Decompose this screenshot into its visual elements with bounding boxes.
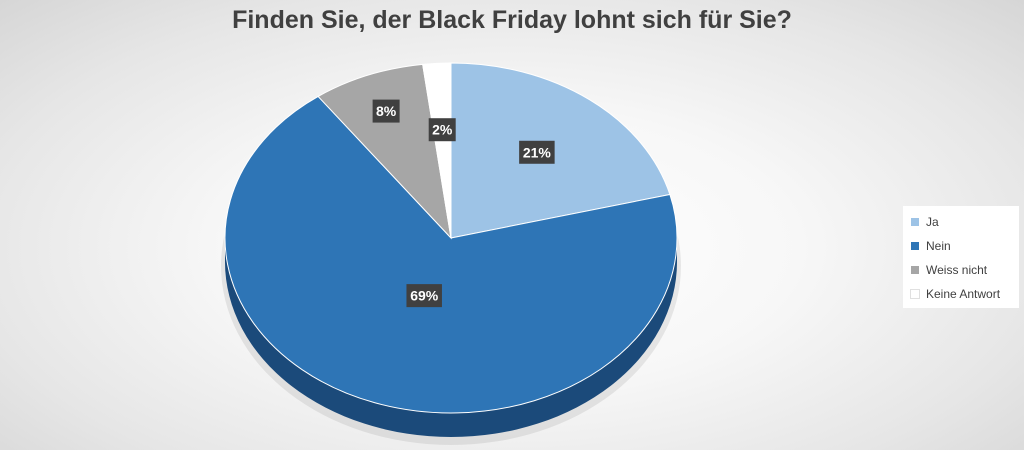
data-label-weiss-nicht: 8% [376,103,397,119]
legend: Ja Nein Weiss nicht Keine Antwort [903,206,1019,308]
pie-slice-weiss-nicht [317,63,452,240]
data-label-box-weiss-nicht [372,99,400,123]
legend-item-weiss-nicht: Weiss nicht [911,258,1019,282]
legend-swatch-keine-antwort [910,289,920,299]
data-labels: 21% 69% 8% 2% [372,99,555,308]
data-label-box-nein [406,284,442,308]
legend-swatch-weiss-nicht [911,266,919,274]
legend-label-keine-antwort: Keine Antwort [926,287,1001,301]
legend-item-ja: Ja [911,210,1019,234]
data-label-ja: 21% [523,144,552,160]
legend-item-nein: Nein [911,234,1019,258]
chart-title: Finden Sie, der Black Friday lohnt sich … [232,6,792,34]
legend-label-weiss-nicht: Weiss nicht [926,263,988,277]
legend-label-nein: Nein [926,239,951,253]
pie-slice-nein [224,95,678,414]
data-label-box-keine-antwort [428,118,456,142]
data-label-nein: 69% [410,288,439,304]
data-label-box-ja [519,140,555,164]
pie-slice-ja [450,62,671,239]
pie-slices [224,62,678,414]
legend-swatch-nein [911,242,919,250]
legend-swatch-ja [911,218,919,226]
legend-item-keine-antwort: Keine Antwort [910,282,1019,306]
pie-slice-keine-antwort [422,62,452,239]
legend-label-ja: Ja [926,215,939,229]
data-label-keine-antwort: 2% [432,122,453,138]
